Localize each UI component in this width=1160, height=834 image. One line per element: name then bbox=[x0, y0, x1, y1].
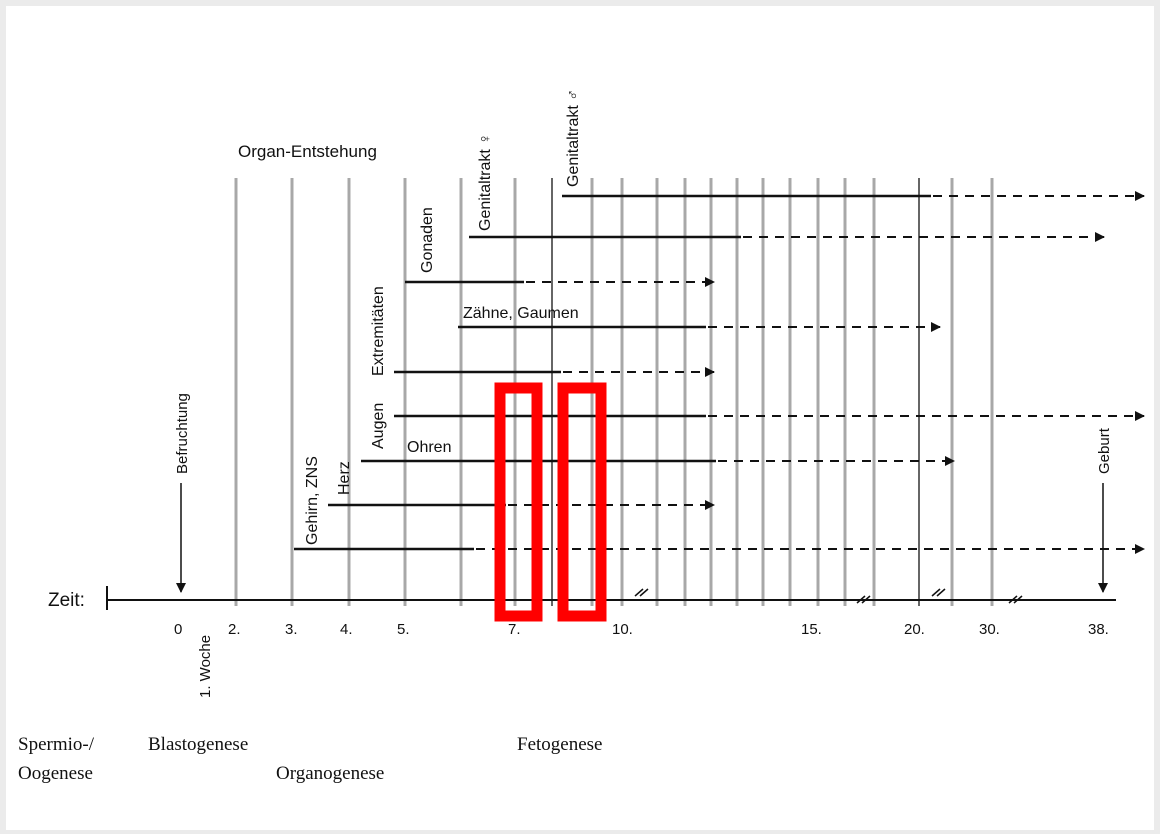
birth-label: Geburt bbox=[1096, 427, 1113, 474]
time-axis: Zeit: 0 2. 3. 4. 5. 7. 10. 15. 20. 30. 3… bbox=[48, 586, 1116, 698]
tick-label: 38. bbox=[1088, 621, 1109, 638]
organ-bars-dashed bbox=[476, 191, 1145, 554]
phase-label-blastogenese: Blastogenese bbox=[148, 734, 248, 755]
diagram-title: Organ-Entstehung bbox=[238, 142, 377, 161]
fertilization-marker: Befruchtung bbox=[174, 393, 191, 593]
axis-break bbox=[634, 588, 644, 597]
axis-break bbox=[856, 595, 866, 604]
birth-marker: Geburt bbox=[1096, 427, 1113, 593]
organ-label-gehirn-zns: Gehirn, ZNS bbox=[304, 456, 321, 545]
tick-label: 7. bbox=[508, 621, 521, 638]
axis-label: Zeit: bbox=[48, 590, 85, 611]
tick-label: 20. bbox=[904, 621, 925, 638]
organ-bars-solid bbox=[294, 194, 931, 551]
axis-break bbox=[936, 588, 946, 597]
tick-label: 10. bbox=[612, 621, 633, 638]
highlight-box-week-7 bbox=[494, 382, 543, 622]
axis-break bbox=[1008, 595, 1018, 604]
tick-label: 4. bbox=[340, 621, 353, 638]
tick-label: 3. bbox=[285, 621, 298, 638]
organ-label-gonaden: Gonaden bbox=[419, 207, 436, 273]
week-label: 1. Woche bbox=[197, 635, 214, 698]
organ-label-genitaltrakt-m: Genitaltrakt ♂ bbox=[565, 89, 582, 187]
highlight-boxes bbox=[494, 382, 607, 622]
week-gridlines bbox=[234, 178, 994, 606]
fertilization-label: Befruchtung bbox=[174, 393, 191, 474]
tick-label: 30. bbox=[979, 621, 1000, 638]
phase-label-organogenese: Organogenese bbox=[276, 763, 384, 784]
tick-label: 2. bbox=[228, 621, 241, 638]
organ-label-genitaltrakt-f: Genitaltrakt ♀ bbox=[477, 133, 494, 231]
dark-gridlines bbox=[551, 178, 920, 606]
phase-label-oogenese: Oogenese bbox=[18, 763, 93, 784]
tick-label: 5. bbox=[397, 621, 410, 638]
tick-label: 0 bbox=[174, 621, 182, 638]
organ-label-herz: Herz bbox=[336, 461, 353, 495]
organ-label-ohren: Ohren bbox=[407, 439, 451, 456]
highlight-box-week-8 bbox=[557, 382, 607, 622]
axis-break bbox=[1013, 595, 1023, 604]
diagram-page: Zeit: 0 2. 3. 4. 5. 7. 10. 15. 20. 30. 3… bbox=[6, 6, 1154, 830]
tick-label: 15. bbox=[801, 621, 822, 638]
phase-label-spermio: Spermio-/ bbox=[18, 734, 95, 755]
phase-label-fetogenese: Fetogenese bbox=[517, 734, 602, 755]
organ-label-extremitaeten: Extremitäten bbox=[370, 286, 387, 376]
axis-break bbox=[639, 588, 649, 597]
organ-development-diagram: Zeit: 0 2. 3. 4. 5. 7. 10. 15. 20. 30. 3… bbox=[18, 89, 1145, 784]
organ-label-zaehne-gaumen: Zähne, Gaumen bbox=[463, 305, 579, 322]
axis-break bbox=[931, 588, 941, 597]
organ-label-augen: Augen bbox=[370, 403, 387, 449]
axis-break bbox=[861, 595, 871, 604]
